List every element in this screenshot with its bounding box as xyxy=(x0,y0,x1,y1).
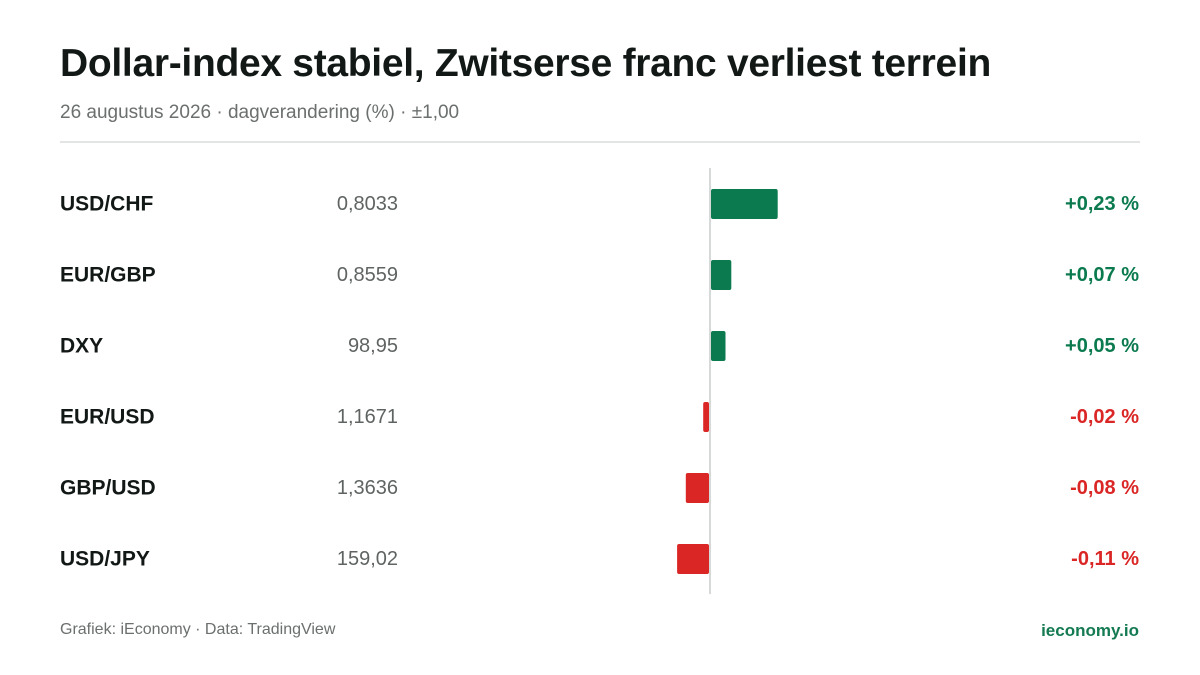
price-label: 0,8559 xyxy=(337,264,398,286)
chart-title: Dollar-index stabiel, Zwitserse franc ve… xyxy=(60,42,991,85)
bar-negative xyxy=(677,544,709,574)
bar-negative xyxy=(685,473,709,503)
value-label: -0,08 % xyxy=(1070,477,1139,499)
category-label: USD/JPY xyxy=(60,548,150,571)
chart-subtitle: 26 augustus 2026 · dagverandering (%) · … xyxy=(60,102,460,123)
category-label: GBP/USD xyxy=(60,477,156,500)
value-label: -0,02 % xyxy=(1070,406,1139,428)
category-label: USD/CHF xyxy=(60,193,154,216)
bar-positive xyxy=(711,189,778,219)
bar-positive xyxy=(711,331,726,361)
bar-negative xyxy=(703,402,709,432)
value-label: +0,07 % xyxy=(1065,264,1139,286)
value-label: -0,11 % xyxy=(1071,548,1139,570)
price-label: 0,8033 xyxy=(337,193,398,215)
header-divider xyxy=(60,141,1140,143)
price-label: 98,95 xyxy=(348,335,398,357)
value-label: +0,23 % xyxy=(1065,193,1139,215)
category-label: DXY xyxy=(60,335,103,358)
bar-positive xyxy=(711,260,732,290)
category-label: EUR/USD xyxy=(60,406,155,429)
price-label: 159,02 xyxy=(337,548,398,570)
source-credit: Grafiek: iEconomy · Data: TradingView xyxy=(60,621,336,638)
category-label: EUR/GBP xyxy=(60,264,156,287)
price-label: 1,3636 xyxy=(337,477,398,499)
price-label: 1,1671 xyxy=(337,406,398,428)
value-label: +0,05 % xyxy=(1065,335,1139,357)
brand-link[interactable]: ieconomy.io xyxy=(1041,621,1139,640)
